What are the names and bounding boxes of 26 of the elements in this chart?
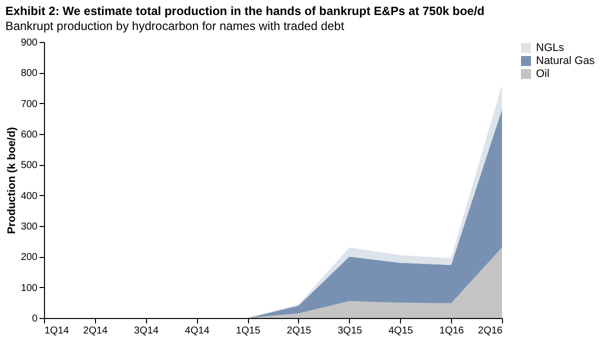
x-tick-label: 3Q14	[134, 326, 159, 336]
y-axis-title: Production (k boe/d)	[6, 126, 18, 234]
y-tick-label: 700	[20, 98, 38, 110]
chart-title: Exhibit 2: We estimate total production in the hands of bankrupt E&Ps at 750k boe/d	[5, 4, 485, 18]
x-tick-label: 2Q16	[478, 326, 503, 336]
y-tick-label: 100	[20, 282, 38, 294]
x-tick-label: 1Q16	[439, 326, 464, 336]
y-tick-label: 800	[20, 68, 38, 80]
x-tick-label: 4Q15	[388, 326, 414, 336]
legend-label: NGLs	[536, 42, 565, 54]
x-tick-label: 3Q15	[338, 326, 362, 336]
legend-label: Oil	[536, 68, 550, 80]
x-tick-label: 4Q14	[184, 326, 210, 336]
y-tick-label: 400	[20, 190, 38, 202]
y-tick-label: 900	[20, 38, 38, 48]
y-tick-label: 0	[32, 314, 38, 324]
x-tick-label: 1Q14	[44, 326, 70, 336]
legend-label: Natural Gas	[536, 55, 596, 67]
x-tick-label: 1Q15	[236, 326, 261, 336]
x-tick-label: 2Q15	[286, 326, 312, 336]
y-tick-label: 500	[20, 160, 38, 172]
y-tick-label: 200	[20, 252, 38, 264]
y-tick-label: 300	[20, 222, 38, 232]
y-tick-label: 600	[20, 130, 38, 140]
chart-subtitle: Bankrupt production by hydrocarbon for names with traded debt	[5, 19, 345, 33]
x-tick-label: 2Q14	[83, 326, 108, 336]
